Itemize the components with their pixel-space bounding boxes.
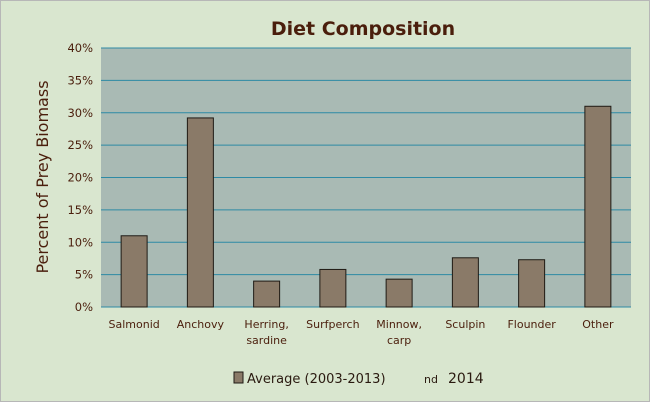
legend-swatch-average [233, 371, 244, 384]
bar [451, 257, 479, 308]
x-tick-label: carp [387, 334, 411, 347]
x-tick-label: Anchovy [177, 318, 225, 331]
y-tick-label: 30% [67, 106, 93, 120]
x-tick-label: Flounder [507, 318, 556, 331]
y-axis-label: Percent of Prey Biomass [33, 80, 52, 273]
bars [120, 105, 612, 308]
bar [253, 280, 281, 308]
x-tick-label: sardine [246, 334, 287, 347]
legend-fragment-2014: 2014 [448, 371, 484, 387]
x-tick-label: Minnow, [376, 318, 422, 331]
y-tick-label: 10% [67, 235, 93, 249]
legend: Average (2003-2013) nd 2014 [233, 371, 484, 387]
chart-title: Diet Composition [271, 18, 455, 40]
bar [186, 117, 214, 308]
x-axis-categories: Salmonid Anchovy Herring, sardine Surfperch M… [109, 318, 614, 347]
bar [584, 105, 612, 308]
y-tick-label: 20% [67, 171, 93, 185]
bar [518, 259, 546, 308]
bar [120, 235, 148, 308]
y-tick-label: 40% [67, 41, 93, 55]
y-tick-label: 35% [67, 73, 93, 87]
y-tick-label: 5% [75, 268, 93, 282]
x-tick-label: Herring, [244, 318, 288, 331]
x-tick-label: Sculpin [445, 318, 485, 331]
y-axis-ticks: 0% 5% 10% 15% 20% 25% 30% 35% 40% [67, 41, 93, 314]
x-tick-label: Other [582, 318, 614, 331]
y-tick-label: 25% [67, 138, 93, 152]
legend-fragment-nd: nd [424, 373, 438, 386]
y-tick-label: 0% [75, 300, 93, 314]
bar [385, 278, 413, 308]
legend-entry-average: Average (2003-2013) [247, 372, 386, 387]
bar [319, 268, 347, 308]
x-tick-label: Salmonid [109, 318, 160, 331]
x-tick-label: Surfperch [306, 318, 359, 331]
y-tick-label: 15% [67, 203, 93, 217]
